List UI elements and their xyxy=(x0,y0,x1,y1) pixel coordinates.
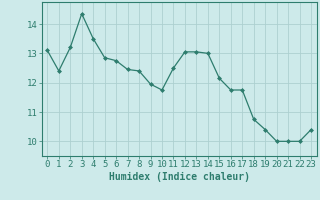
X-axis label: Humidex (Indice chaleur): Humidex (Indice chaleur) xyxy=(109,172,250,182)
